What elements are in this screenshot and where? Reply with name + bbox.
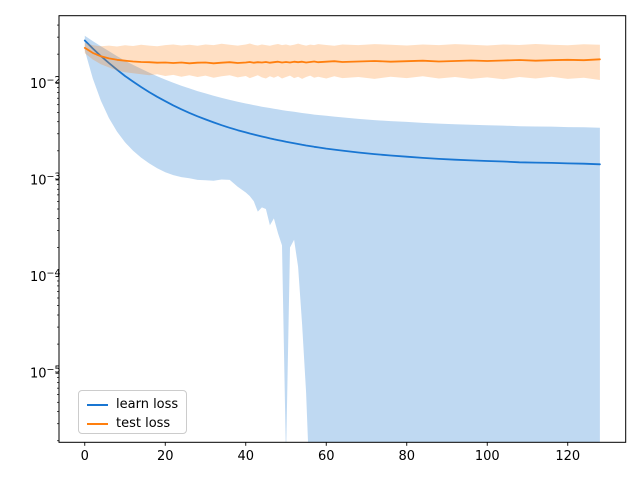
x-tick-label: 20 [157,449,174,464]
x-tick-label: 80 [398,449,415,464]
legend-swatch-test-loss-icon [87,422,108,425]
x-tick-label: 0 [81,449,89,464]
legend-label-learn-loss: learn loss [116,397,179,412]
learn-loss-line [83,39,601,166]
plot-area [83,35,601,443]
legend: learn loss test loss [78,390,187,434]
test-loss-line [83,47,601,65]
legend-item-test-loss: test loss [87,414,180,433]
legend-swatch-learn-loss-icon [87,403,108,406]
y-tick-label: 10−5 [30,365,61,382]
legend-item-learn-loss: learn loss [87,395,180,414]
tick-marks [55,24,569,446]
tick-labels: 0 20 40 60 80 100 120 10−2 10−3 10−4 10−5 [30,75,580,464]
learn-loss-band [84,35,600,443]
x-tick-label: 60 [318,449,335,464]
x-tick-label: 100 [475,449,500,464]
y-tick-label: 10−2 [30,75,61,92]
legend-label-test-loss: test loss [116,416,171,431]
y-tick-label: 10−3 [30,171,61,188]
x-tick-label: 120 [555,449,580,464]
x-tick-label: 40 [237,449,254,464]
axes-spines [58,15,627,443]
y-tick-label: 10−4 [30,268,61,285]
